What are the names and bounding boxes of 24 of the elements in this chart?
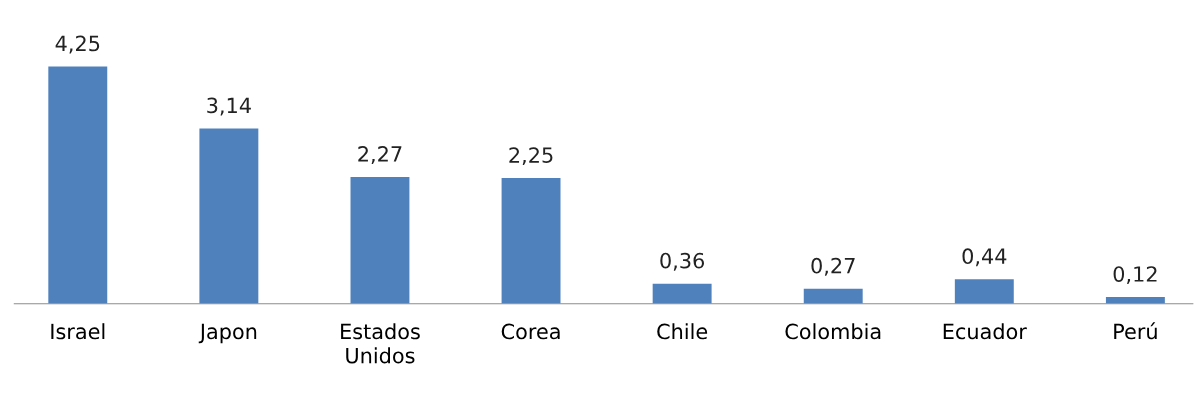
bar [954,279,1014,304]
bar [48,66,108,304]
data-label: 2,25 [509,147,553,166]
x-tick-label: Israel [51,323,105,340]
bar [350,177,410,304]
x-tick-label: Estados Unidos [341,323,420,364]
data-label: 0,27 [811,257,855,276]
x-tick-label: Corea [501,323,560,340]
bar [803,288,863,304]
data-label: 2,27 [358,146,402,164]
data-label: 4,25 [55,35,100,54]
data-label: 0,36 [660,252,705,271]
x-tick-label: Chile [657,323,708,340]
bar [501,178,561,304]
data-label: 3,14 [207,97,251,116]
x-tick-label: Colombia [785,323,881,340]
x-tick-label: Perú [1114,322,1157,340]
x-tick-label: Ecuador [943,323,1027,340]
data-label: 0,44 [962,248,1007,267]
bar [652,283,712,304]
x-tick-label: Japon [198,323,257,344]
data-label: 0,12 [1113,266,1157,285]
bar [199,128,259,304]
bar [1105,297,1165,304]
